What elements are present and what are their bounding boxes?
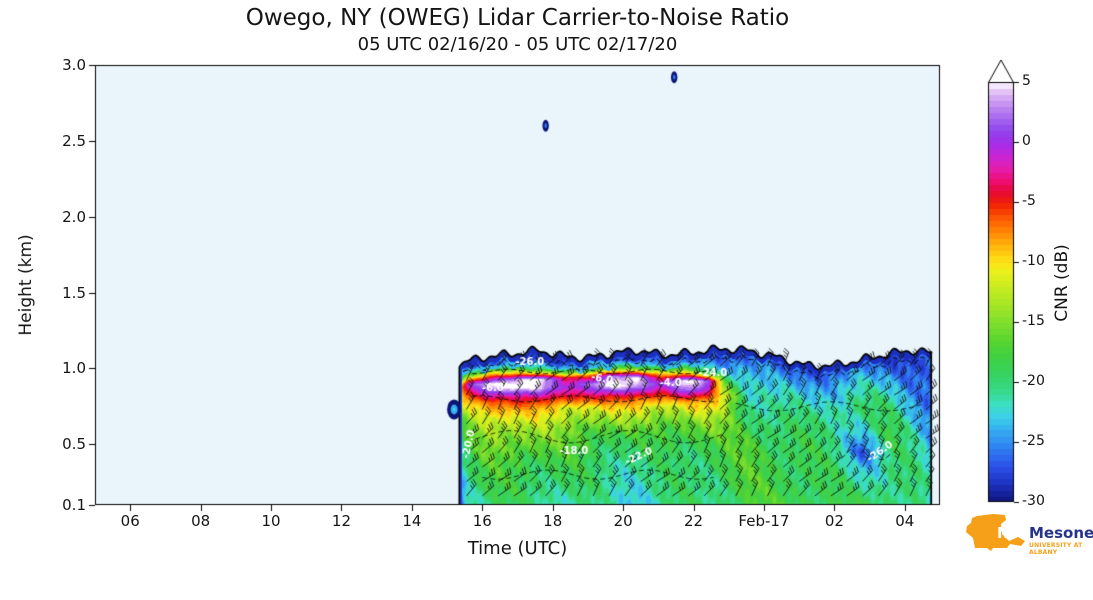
ny-state-icon <box>966 514 1025 551</box>
logo-text-mesonet: Mesonet <box>1029 524 1093 542</box>
chart-subtitle: 05 UTC 02/16/20 - 05 UTC 02/17/20 <box>357 34 678 55</box>
colorbar-label: CNR (dB) <box>1052 244 1072 322</box>
logo-tagline: UNIVERSITY AT ALBANY <box>1029 542 1083 556</box>
nys-mesonet-logo: NYS Mesonet UNIVERSITY AT ALBANY <box>963 508 1093 578</box>
ny-state-shape <box>966 514 1025 551</box>
chart-title: Owego, NY (OWEG) Lidar Carrier-to-Noise … <box>245 5 790 31</box>
x-axis-label: Time (UTC) <box>467 538 568 559</box>
y-axis-label: Height (km) <box>16 234 36 336</box>
logo-text-nys: NYS <box>997 524 1032 542</box>
